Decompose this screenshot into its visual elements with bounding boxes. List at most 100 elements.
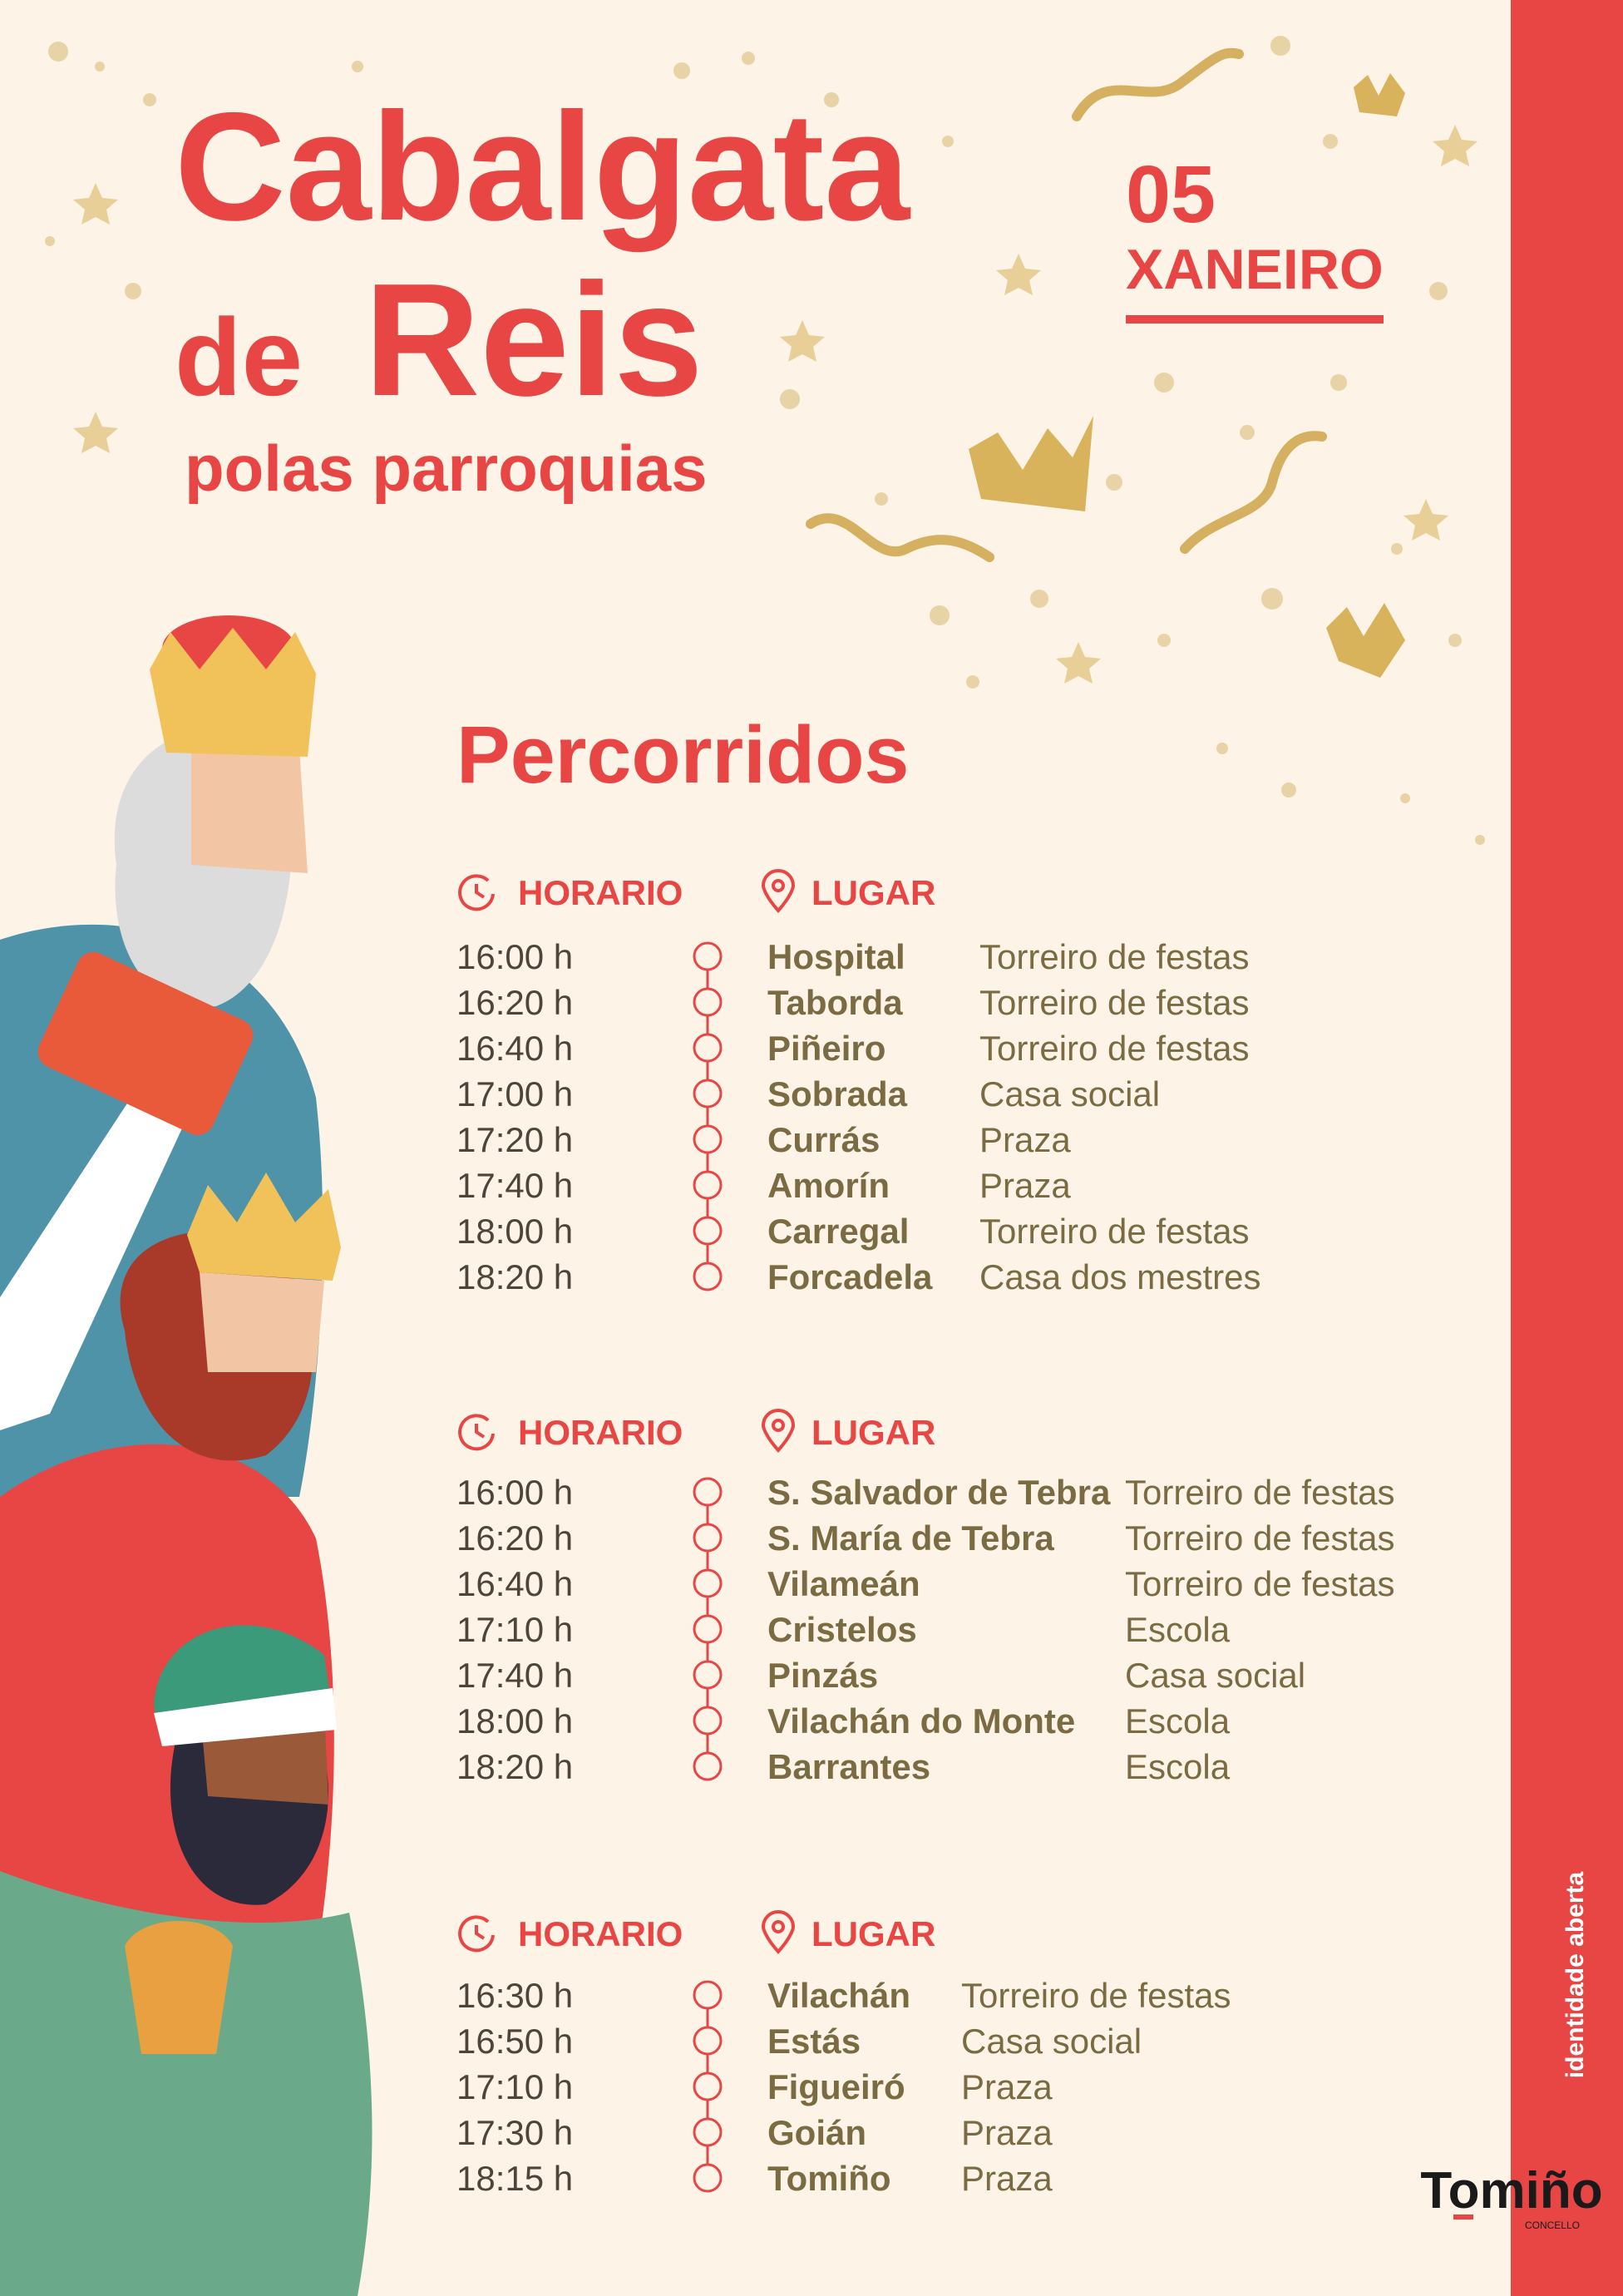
title-line-1: Cabalgata: [175, 81, 911, 253]
clock-hands: [475, 1424, 486, 1439]
column-header: HORARIO: [518, 873, 683, 912]
timeline-stop: [693, 1033, 723, 1063]
time: 18:20 h: [456, 1747, 573, 1786]
place: Vilachán: [767, 1976, 910, 2015]
pin-icon: [761, 869, 796, 914]
crowns: [969, 73, 1405, 678]
brand-logo: Tomiño: [1420, 2162, 1602, 2219]
route-row: 16:50 h Estás Casa social: [456, 2022, 1142, 2061]
stars: [73, 125, 1477, 684]
venue: Torreiro de festas: [979, 1029, 1249, 1068]
place: Piñeiro: [767, 1029, 885, 1068]
section-title: Percorridos: [456, 709, 910, 800]
route-row: 16:00 h Hospital Torreiro de festas: [456, 937, 1249, 976]
date-underline: [1126, 315, 1384, 323]
pin-icon: [761, 1409, 796, 1454]
streamers: [806, 47, 1327, 562]
clock-icon: [458, 1915, 495, 1953]
venue: Torreiro de festas: [979, 1212, 1249, 1251]
pin-icon: [761, 1910, 796, 1955]
time: 17:00 h: [456, 1074, 573, 1113]
timeline-stop: [693, 2163, 723, 2193]
route-section: HORARIO LUGAR 16:00 h Hospital Torreiro de f…: [456, 869, 1260, 1296]
venue: Praza: [961, 2113, 1053, 2152]
column-header: HORARIO: [518, 1914, 683, 1953]
date-day: 05: [1126, 149, 1216, 239]
title-de: de: [175, 296, 303, 418]
venue: Praza: [979, 1120, 1071, 1159]
timeline-stop: [693, 1751, 723, 1781]
venue: Torreiro de festas: [961, 1976, 1231, 2015]
pin-dot: [772, 879, 785, 892]
time: 16:50 h: [456, 2022, 573, 2061]
venue: Praza: [961, 2067, 1053, 2106]
place: Goián: [767, 2113, 866, 2152]
time: 17:10 h: [456, 2067, 573, 2106]
timeline-stop: [693, 1660, 723, 1690]
brand-sub: CONCELLO: [1525, 2219, 1580, 2231]
route-row: 18:20 h Forcadela Casa dos mestres: [456, 1257, 1260, 1296]
place: S. Salvador de Tebra: [767, 1473, 1111, 1512]
pin-dot: [772, 1920, 785, 1933]
time: 18:20 h: [456, 1257, 573, 1296]
venue: Torreiro de festas: [1125, 1564, 1394, 1603]
time: 16:40 h: [456, 1029, 573, 1068]
time: 17:40 h: [456, 1656, 573, 1695]
route-row: 16:40 h Vilameán Torreiro de festas: [456, 1564, 1394, 1603]
route-row: 17:40 h Amorín Praza: [456, 1166, 1071, 1205]
timeline-stop: [693, 1523, 723, 1553]
time: 16:00 h: [456, 937, 573, 976]
route-row: 16:20 h Taborda Torreiro de festas: [456, 983, 1249, 1022]
route-row: 17:30 h Goián Praza: [456, 2113, 1053, 2152]
time: 16:30 h: [456, 1976, 573, 2015]
timeline-stop: [693, 987, 723, 1017]
timeline-stop: [693, 1614, 723, 1644]
column-header: HORARIO: [518, 1413, 683, 1452]
venue: Torreiro de festas: [1125, 1518, 1394, 1558]
place: Cristelos: [767, 1610, 917, 1649]
time: 17:30 h: [456, 2113, 573, 2152]
routes: HORARIO LUGAR 16:00 h Hospital Torreiro de f…: [456, 869, 1394, 2198]
kings-illustration: [0, 615, 372, 2296]
place: Estás: [767, 2022, 861, 2061]
timeline-stop: [693, 2071, 723, 2101]
place: Vilameán: [767, 1564, 920, 1603]
clock-hands: [475, 884, 486, 899]
venue: Torreiro de festas: [979, 937, 1249, 976]
route-row: 18:20 h Barrantes Escola: [456, 1747, 1231, 1786]
time: 17:40 h: [456, 1166, 573, 1205]
route-row: 16:40 h Piñeiro Torreiro de festas: [456, 1029, 1249, 1068]
venue: Casa social: [1125, 1656, 1305, 1695]
timeline-stop: [693, 1980, 723, 2010]
timeline-stop: [693, 1216, 723, 1246]
side-bar: [1511, 0, 1623, 2296]
column-header: LUGAR: [812, 873, 935, 912]
place: Carregal: [767, 1212, 909, 1251]
venue: Casa social: [961, 2022, 1142, 2061]
route-row: 17:10 h Figueiró Praza: [456, 2067, 1053, 2106]
route-row: 18:15 h Tomiño Praza: [456, 2159, 1053, 2198]
route-row: 17:10 h Cristelos Escola: [456, 1610, 1231, 1649]
confetti: [45, 36, 1485, 845]
timeline-stop: [693, 941, 723, 971]
timeline-stop: [693, 1568, 723, 1598]
venue: Escola: [1125, 1747, 1231, 1786]
time: 16:40 h: [456, 1564, 573, 1603]
timeline-stop: [693, 1262, 723, 1291]
timeline-stop: [693, 1477, 723, 1507]
timeline-stop: [693, 1170, 723, 1200]
route-row: 16:00 h S. Salvador de Tebra Torreiro de f…: [456, 1473, 1394, 1512]
side-text: identidade aberta: [1561, 1871, 1589, 2078]
clock-icon: [458, 1414, 495, 1451]
time: 16:00 h: [456, 1473, 573, 1512]
route-row: 18:00 h Vilachán do Monte Escola: [456, 1701, 1231, 1741]
venue: Torreiro de festas: [979, 983, 1249, 1022]
date-month: XANEIRO: [1126, 238, 1384, 301]
route-row: 16:20 h S. María de Tebra Torreiro de fest…: [456, 1518, 1394, 1558]
venue: Escola: [1125, 1610, 1231, 1649]
route-row: 17:00 h Sobrada Casa social: [456, 1074, 1160, 1113]
time: 18:15 h: [456, 2159, 573, 2198]
venue: Torreiro de festas: [1125, 1473, 1394, 1512]
place: Sobrada: [767, 1074, 908, 1113]
place: Figueiró: [767, 2067, 905, 2106]
